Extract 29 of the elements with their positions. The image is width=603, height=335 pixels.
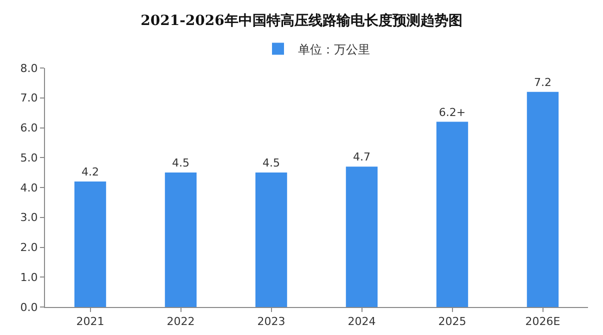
y-tick-label: 0.0 [20,300,38,314]
data-label: 4.5 [172,156,190,170]
y-tick-label: 4.0 [20,181,38,194]
bar [255,172,288,307]
bar [526,92,559,307]
y-tick-label: 2.0 [20,241,38,254]
x-tick-label: 2026E [525,315,560,328]
data-label: 4.2 [82,166,99,179]
bar [74,182,106,307]
x-tick-label: 2024 [348,315,376,328]
data-label: 4.5 [262,156,280,170]
y-tick-label: 5.0 [20,151,38,164]
x-tick-label: 2022 [166,315,195,328]
data-label: 7.2 [534,76,552,89]
legend-label: 单位：万公里 [298,42,370,56]
bar [436,122,468,307]
y-tick-label: 8.0 [20,62,38,75]
bar [164,172,197,307]
y-tick-label: 3.0 [20,211,38,224]
bar [346,166,378,307]
data-label: 4.7 [353,150,370,164]
chart-title: 2021-2026年中国特高压线路输电长度预测趋势图 [140,12,462,29]
y-tick-label: 6.0 [20,122,38,135]
x-tick-label: 2023 [257,315,286,328]
data-label: 6.2+ [438,106,466,119]
y-tick-label: 1.0 [20,270,38,284]
x-tick-label: 2021 [76,315,104,328]
y-tick-label: 7.0 [20,92,38,105]
x-tick-label: 2025 [438,315,466,328]
